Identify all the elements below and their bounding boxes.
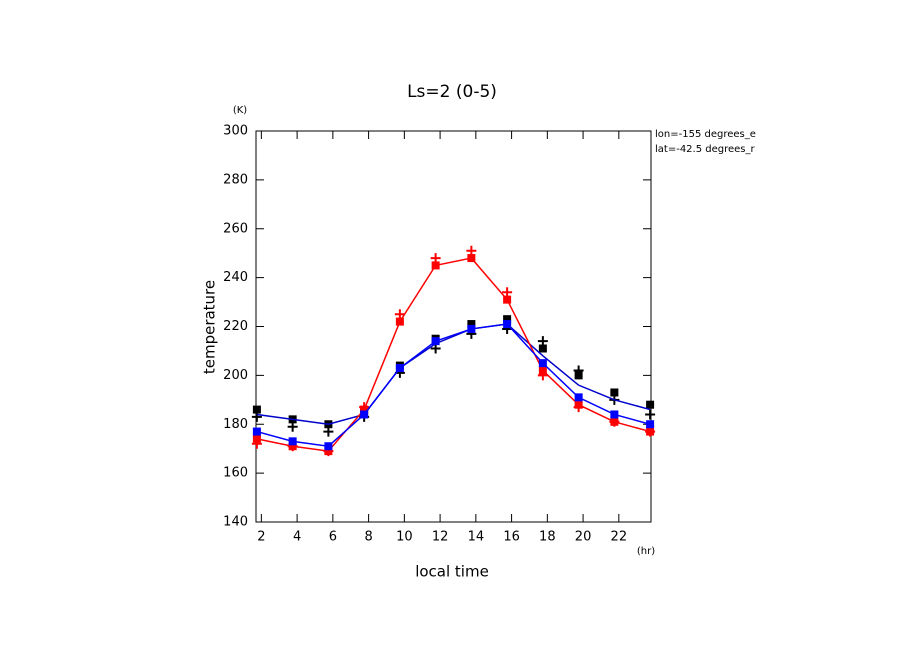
x-tick-label: 2 [257,530,265,545]
square-marker [503,295,512,304]
square-marker [467,320,476,329]
square-marker [324,447,333,456]
square-marker [252,427,261,436]
y-unit: (K) [233,105,247,116]
x-tick-label: 8 [364,530,372,545]
plot-frame [255,130,652,523]
square-marker [431,337,440,346]
y-tick-label: 300 [223,124,248,139]
square-marker [360,410,369,419]
x-tick-label: 22 [611,530,628,545]
square-marker [467,254,476,263]
x-tick-label: 16 [503,530,520,545]
series-line [256,323,651,426]
square-marker [431,261,440,270]
square-marker [610,410,619,419]
square-marker [288,442,297,451]
y-tick-label: 260 [223,221,248,236]
square-marker [646,427,655,436]
square-marker [467,324,476,333]
x-tick-label: 4 [293,530,301,545]
square-marker [610,417,619,426]
y-tick-label: 280 [223,172,248,187]
square-marker [538,344,547,353]
square-marker [574,393,583,402]
x-tick-label: 10 [396,530,413,545]
x-unit: (hr) [637,546,655,557]
square-marker [503,315,512,324]
x-tick-label: 12 [432,530,449,545]
square-marker [574,400,583,409]
y-axis-label: temperature [201,280,219,374]
x-tick-label: 14 [468,530,485,545]
square-marker [646,420,655,429]
annotation: lat=-42.5 degrees_r [655,144,756,155]
x-tick-label: 6 [329,530,337,545]
square-marker [646,400,655,409]
square-marker [610,388,619,397]
square-marker [538,366,547,375]
x-tick-label: 18 [539,530,556,545]
plus-marker [645,409,656,420]
y-tick-label: 140 [223,515,248,530]
annotation: lon=-155 degrees_e [655,129,756,140]
series-line [256,323,651,448]
square-marker [538,359,547,368]
x-tick-label: 20 [575,530,592,545]
square-marker [324,442,333,451]
y-tick-label: 180 [223,417,248,432]
square-marker [252,405,261,414]
y-tick-label: 220 [223,319,248,334]
square-marker [503,320,512,329]
x-axis-label: local time [415,563,489,581]
series-line [256,257,651,452]
square-marker [574,371,583,380]
square-marker [395,364,404,373]
chart-title: Ls=2 (0-5) [407,82,497,102]
y-tick-label: 240 [223,270,248,285]
y-tick-label: 200 [223,368,248,383]
square-marker [395,317,404,326]
square-marker [288,437,297,446]
y-tick-label: 160 [223,466,248,481]
square-marker [360,405,369,414]
square-marker [252,434,261,443]
